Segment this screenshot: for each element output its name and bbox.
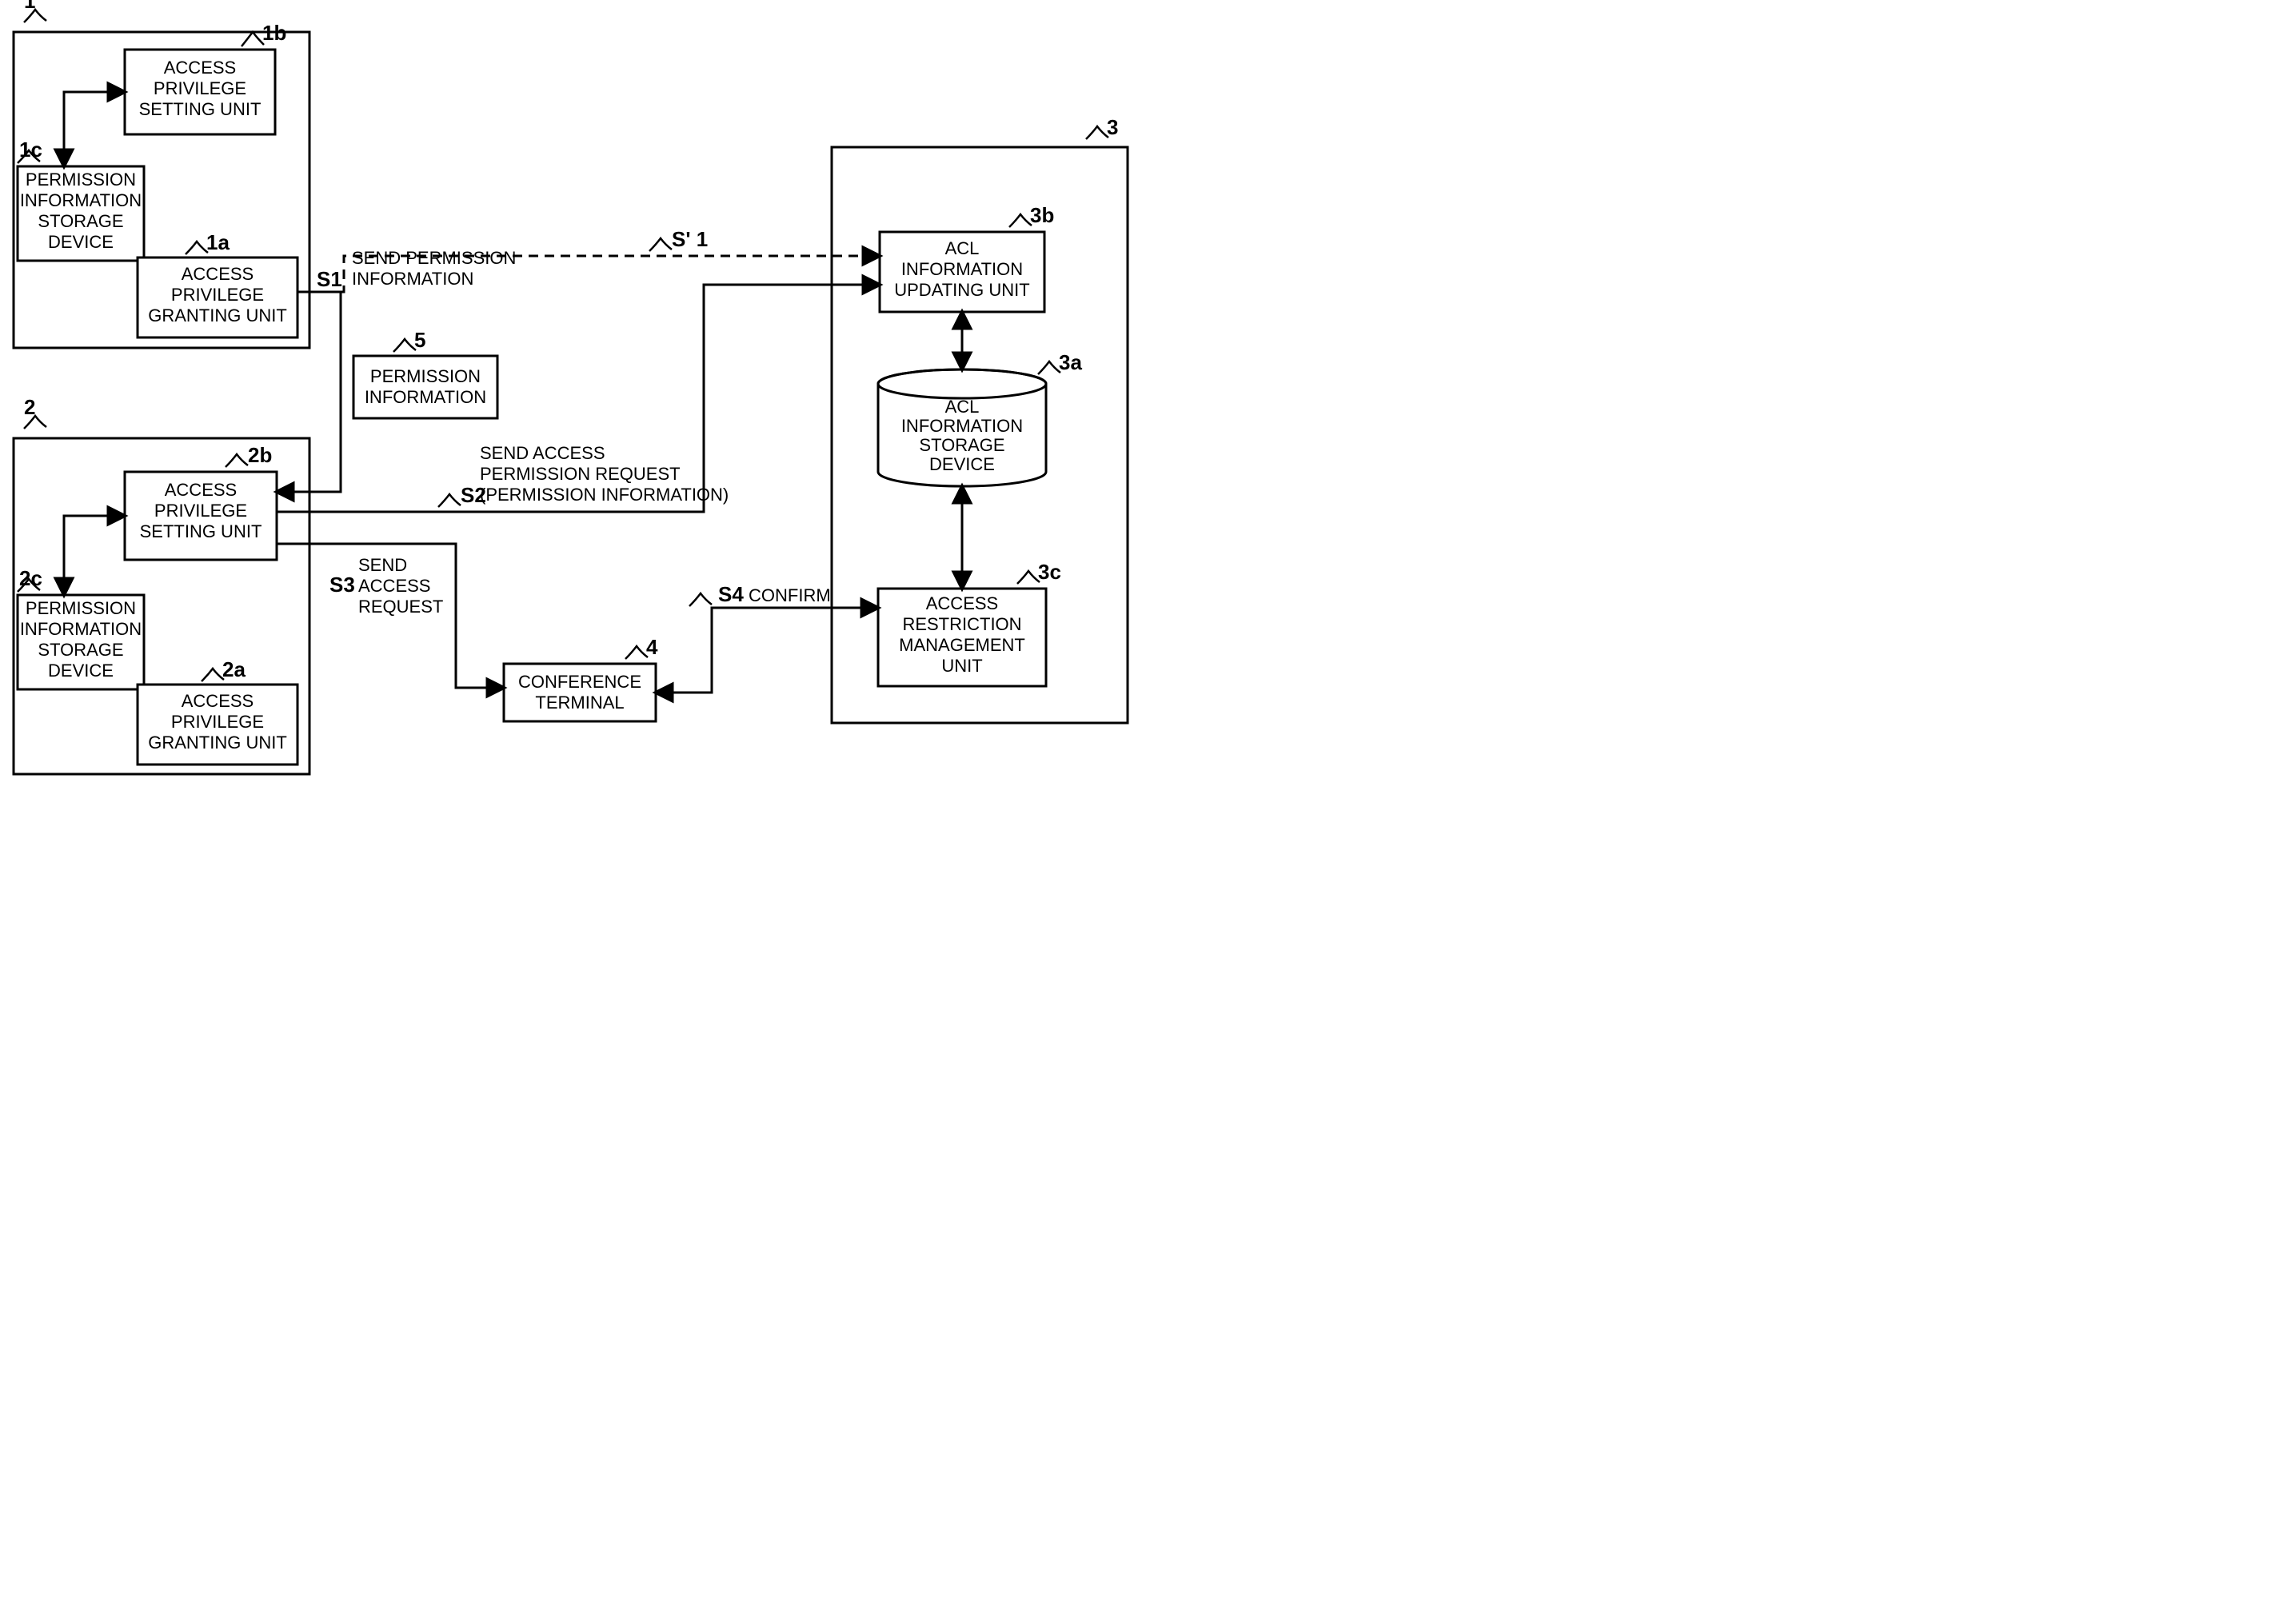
label-4-2: TERMINAL — [535, 693, 624, 713]
edge-s4 — [656, 608, 878, 693]
arrow-2c-2b — [64, 516, 125, 595]
text-s1-2: INFORMATION — [352, 269, 473, 289]
label-s3: S3 — [329, 573, 355, 597]
label-3b-1: ACL — [945, 238, 980, 258]
lead-sp1 — [649, 238, 672, 251]
label-2b-1: ACCESS — [165, 480, 237, 500]
label-3b-3: UPDATING UNIT — [894, 280, 1029, 300]
label-4-1: CONFERENCE — [518, 672, 641, 692]
num-3b: 3b — [1030, 203, 1054, 227]
num-2c: 2c — [19, 566, 42, 590]
text-s2-3: (PERMISSION INFORMATION) — [480, 485, 729, 505]
lead-s2 — [438, 494, 461, 507]
label-3a-2: INFORMATION — [901, 416, 1023, 436]
label-2a-1: ACCESS — [182, 691, 254, 711]
label-1a-2: PRIVILEGE — [171, 285, 264, 305]
text-s2-2: PERMISSION REQUEST — [480, 464, 681, 484]
text-s1-1: SEND PERMISSION — [352, 248, 516, 268]
num-1b: 1b — [262, 21, 286, 45]
label-s4: S4 — [718, 582, 744, 606]
label-3c-2: RESTRICTION — [902, 614, 1021, 634]
label-1b-3: SETTING UNIT — [139, 99, 262, 119]
lead-2b — [226, 454, 248, 467]
lead-3c — [1017, 571, 1040, 584]
num-1c: 1c — [19, 138, 42, 162]
lead-s4 — [689, 593, 712, 606]
label-s1: S1 — [317, 267, 342, 291]
lead-2a — [202, 669, 224, 681]
label-sp1: S' 1 — [672, 227, 708, 251]
lead-3b — [1009, 214, 1032, 227]
label-2c-2: INFORMATION — [20, 619, 142, 639]
lead-4 — [625, 646, 648, 659]
label-3c-4: UNIT — [941, 656, 982, 676]
label-2b-2: PRIVILEGE — [154, 501, 247, 521]
lead-3a — [1038, 361, 1060, 374]
label-1a-3: GRANTING UNIT — [148, 305, 287, 325]
num-3a: 3a — [1059, 350, 1082, 374]
num-2b: 2b — [248, 443, 272, 467]
arrow-1c-1b — [64, 92, 125, 166]
lead-1b — [242, 32, 264, 46]
label-5-2: INFORMATION — [365, 387, 486, 407]
num-1a: 1a — [206, 230, 230, 254]
num-3c: 3c — [1038, 560, 1061, 584]
diagram-root: 1 1b ACCESS PRIVILEGE SETTING UNIT 1c PE… — [0, 0, 1148, 800]
label-2a-2: PRIVILEGE — [171, 712, 264, 732]
label-1c-4: DEVICE — [48, 232, 114, 252]
label-1c-2: INFORMATION — [20, 190, 142, 210]
label-3a-1: ACL — [945, 397, 980, 417]
lead-5 — [393, 339, 416, 352]
text-s4-1: CONFIRM — [749, 585, 831, 605]
label-1c-1: PERMISSION — [26, 170, 136, 190]
text-s3-3: REQUEST — [358, 597, 443, 617]
label-3a-4: DEVICE — [929, 454, 995, 474]
lead-1a — [186, 242, 208, 254]
label-3c-3: MANAGEMENT — [899, 635, 1025, 655]
label-5-1: PERMISSION — [370, 366, 481, 386]
num-2: 2 — [24, 395, 35, 419]
text-s3-2: ACCESS — [358, 576, 430, 596]
label-3c-1: ACCESS — [926, 593, 998, 613]
lead-3 — [1086, 126, 1108, 139]
label-1b-1: ACCESS — [164, 58, 236, 78]
num-5: 5 — [414, 328, 425, 352]
label-2b-3: SETTING UNIT — [140, 521, 262, 541]
label-1c-3: STORAGE — [38, 211, 123, 231]
text-s3-1: SEND — [358, 555, 407, 575]
label-3a-3: STORAGE — [919, 435, 1004, 455]
num-4: 4 — [646, 635, 658, 659]
label-2a-3: GRANTING UNIT — [148, 733, 287, 753]
label-2c-3: STORAGE — [38, 640, 123, 660]
num-2a: 2a — [222, 657, 246, 681]
label-2c-4: DEVICE — [48, 661, 114, 681]
label-1b-2: PRIVILEGE — [154, 78, 246, 98]
text-s2-1: SEND ACCESS — [480, 443, 605, 463]
label-1a-1: ACCESS — [182, 264, 254, 284]
label-3b-2: INFORMATION — [901, 259, 1023, 279]
label-2c-1: PERMISSION — [26, 598, 136, 618]
num-1: 1 — [24, 0, 35, 13]
num-3: 3 — [1107, 115, 1118, 139]
